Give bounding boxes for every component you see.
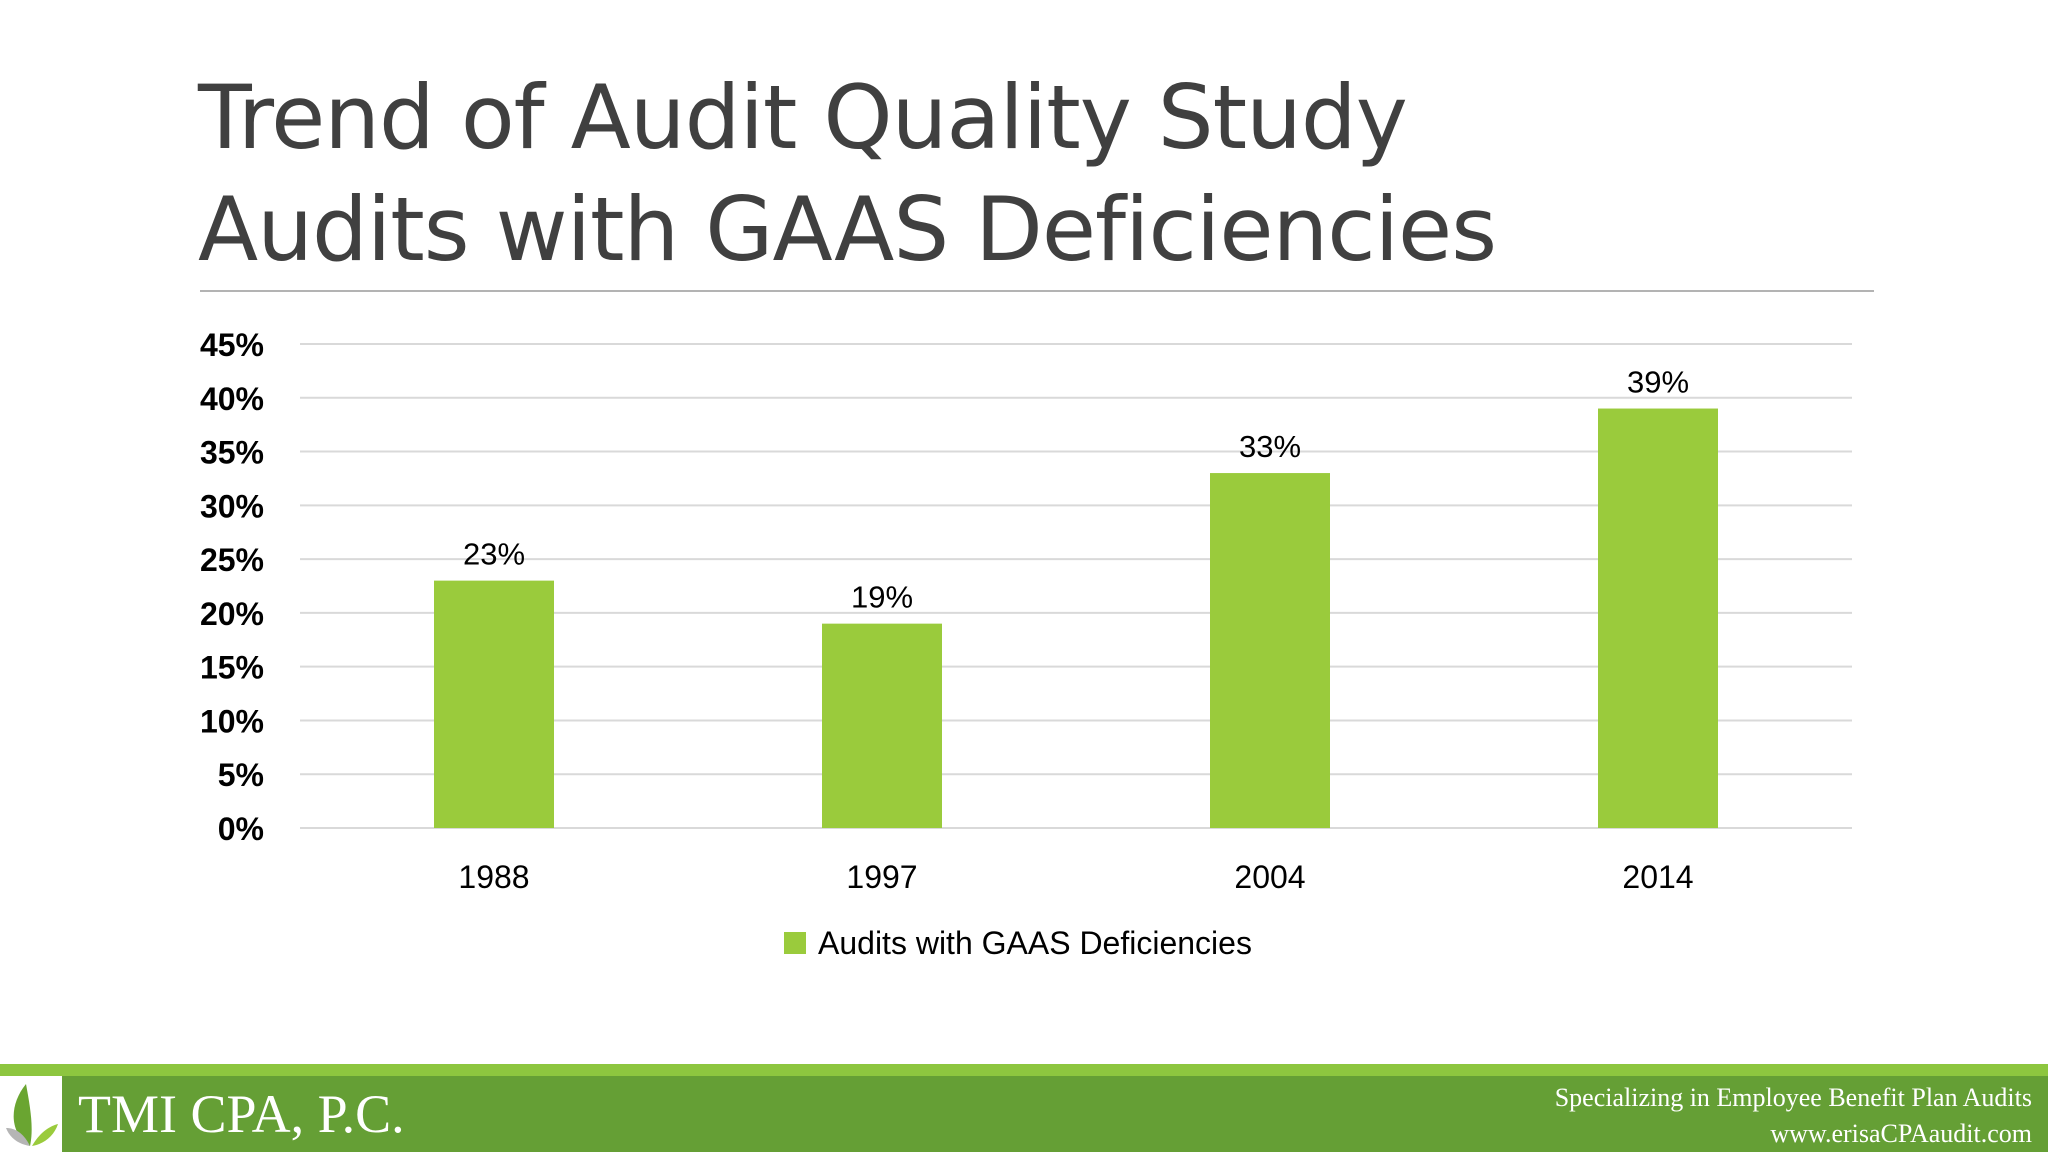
y-tick-label: 10% [200, 703, 264, 739]
y-tick-label: 20% [200, 596, 264, 632]
leaf-icon [0, 1076, 62, 1152]
legend-label: Audits with GAAS Deficiencies [818, 925, 1252, 961]
y-tick-label: 0% [218, 811, 264, 847]
data-label: 39% [1627, 365, 1689, 400]
footer-bar [0, 1064, 2048, 1152]
slide-title: Trend of Audit Quality Study Audits with… [198, 62, 1497, 286]
footer-accent-line [0, 1064, 2048, 1076]
legend-swatch [784, 932, 806, 954]
footer-tagline: Specializing in Employee Benefit Plan Au… [1555, 1080, 2032, 1152]
data-label: 33% [1239, 429, 1301, 464]
x-tick-label: 2014 [1622, 859, 1693, 895]
data-label: 23% [463, 537, 525, 572]
bar [1598, 408, 1718, 828]
company-name: TMI CPA, P.C. [78, 1084, 405, 1144]
y-tick-label: 45% [200, 327, 264, 363]
y-tick-label: 30% [200, 488, 264, 524]
title-divider [200, 290, 1874, 292]
y-tick-label: 15% [200, 650, 264, 686]
bar [434, 580, 554, 828]
y-tick-label: 5% [218, 757, 264, 793]
x-tick-label: 1997 [846, 859, 917, 895]
bar [1210, 473, 1330, 828]
slide-title-line-2: Audits with GAAS Deficiencies [198, 178, 1497, 281]
y-tick-label: 25% [200, 542, 264, 578]
y-tick-label: 40% [200, 381, 264, 417]
y-tick-label: 35% [200, 435, 264, 471]
x-tick-label: 2004 [1234, 859, 1305, 895]
bar [822, 623, 942, 828]
website-link[interactable]: www.erisaCPAaudit.com [1770, 1119, 2032, 1148]
slide-title-line-1: Trend of Audit Quality Study [198, 66, 1408, 169]
data-label: 19% [851, 580, 913, 615]
tagline-text: Specializing in Employee Benefit Plan Au… [1554, 1083, 2032, 1112]
bar-chart: 0% 5% 10% 15% 20% 25% 30% 35% 40% 45% 23% 1988 19% 19… [200, 327, 1852, 961]
x-tick-label: 1988 [458, 859, 529, 895]
